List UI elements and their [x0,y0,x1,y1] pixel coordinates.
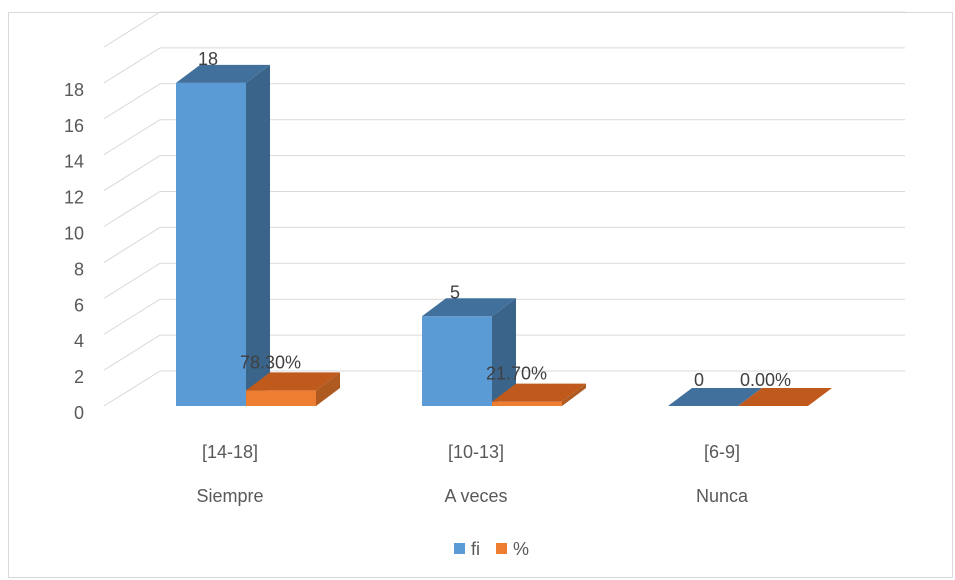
y-tick-label: 6 [74,295,84,315]
gridline-side [103,119,161,156]
y-tick-label: 16 [64,116,84,136]
x-tick-range-label: [10-13] [448,442,504,462]
data-label: 21.70% [486,364,547,384]
bar-top [738,388,832,406]
bar-front [422,316,492,406]
x-tick-label: Nunca [696,486,749,506]
y-tick-label: 18 [64,80,84,100]
x-tick-label: Siempre [196,486,263,506]
y-tick-label: 2 [74,367,84,387]
gridline-side [103,262,161,299]
bar-top [246,372,340,391]
bar-front [176,82,246,407]
gridline-side [103,83,161,120]
data-label: 0.00% [740,370,791,390]
data-label: 18 [198,49,218,69]
gridline-side [103,334,161,371]
bar-side [492,298,516,406]
x-tick-range-label: [6-9] [704,442,740,462]
y-tick-label: 10 [64,224,84,244]
bar-top [176,64,270,83]
bar-side [316,372,340,406]
chart-frame [8,12,953,578]
bar-front [492,401,562,406]
y-tick-label: 0 [74,403,84,423]
gridline-side [103,11,161,48]
gridline-side [103,370,161,407]
gridline-side [103,155,161,192]
bar-side [562,383,586,406]
legend-label: fi [471,539,480,559]
bar-side [246,64,270,407]
legend-swatch [454,543,465,554]
data-label: 5 [450,282,460,302]
gridline-side [103,298,161,335]
bar-top [668,388,762,406]
legend-label: % [513,539,529,559]
legend-swatch [496,543,507,554]
bar-top [492,383,586,402]
data-label: 78.30% [240,352,301,372]
y-tick-label: 14 [64,152,84,172]
x-tick-range-label: [14-18] [202,442,258,462]
y-tick-label: 8 [74,259,84,279]
y-tick-label: 12 [64,188,84,208]
y-tick-label: 4 [74,331,84,351]
gridline-side [103,47,161,84]
bar-front [246,390,316,406]
gridline-side [103,226,161,263]
data-label: 0 [694,370,704,390]
gridline-side [103,191,161,227]
bar-top [422,298,516,317]
x-tick-label: A veces [444,486,507,506]
